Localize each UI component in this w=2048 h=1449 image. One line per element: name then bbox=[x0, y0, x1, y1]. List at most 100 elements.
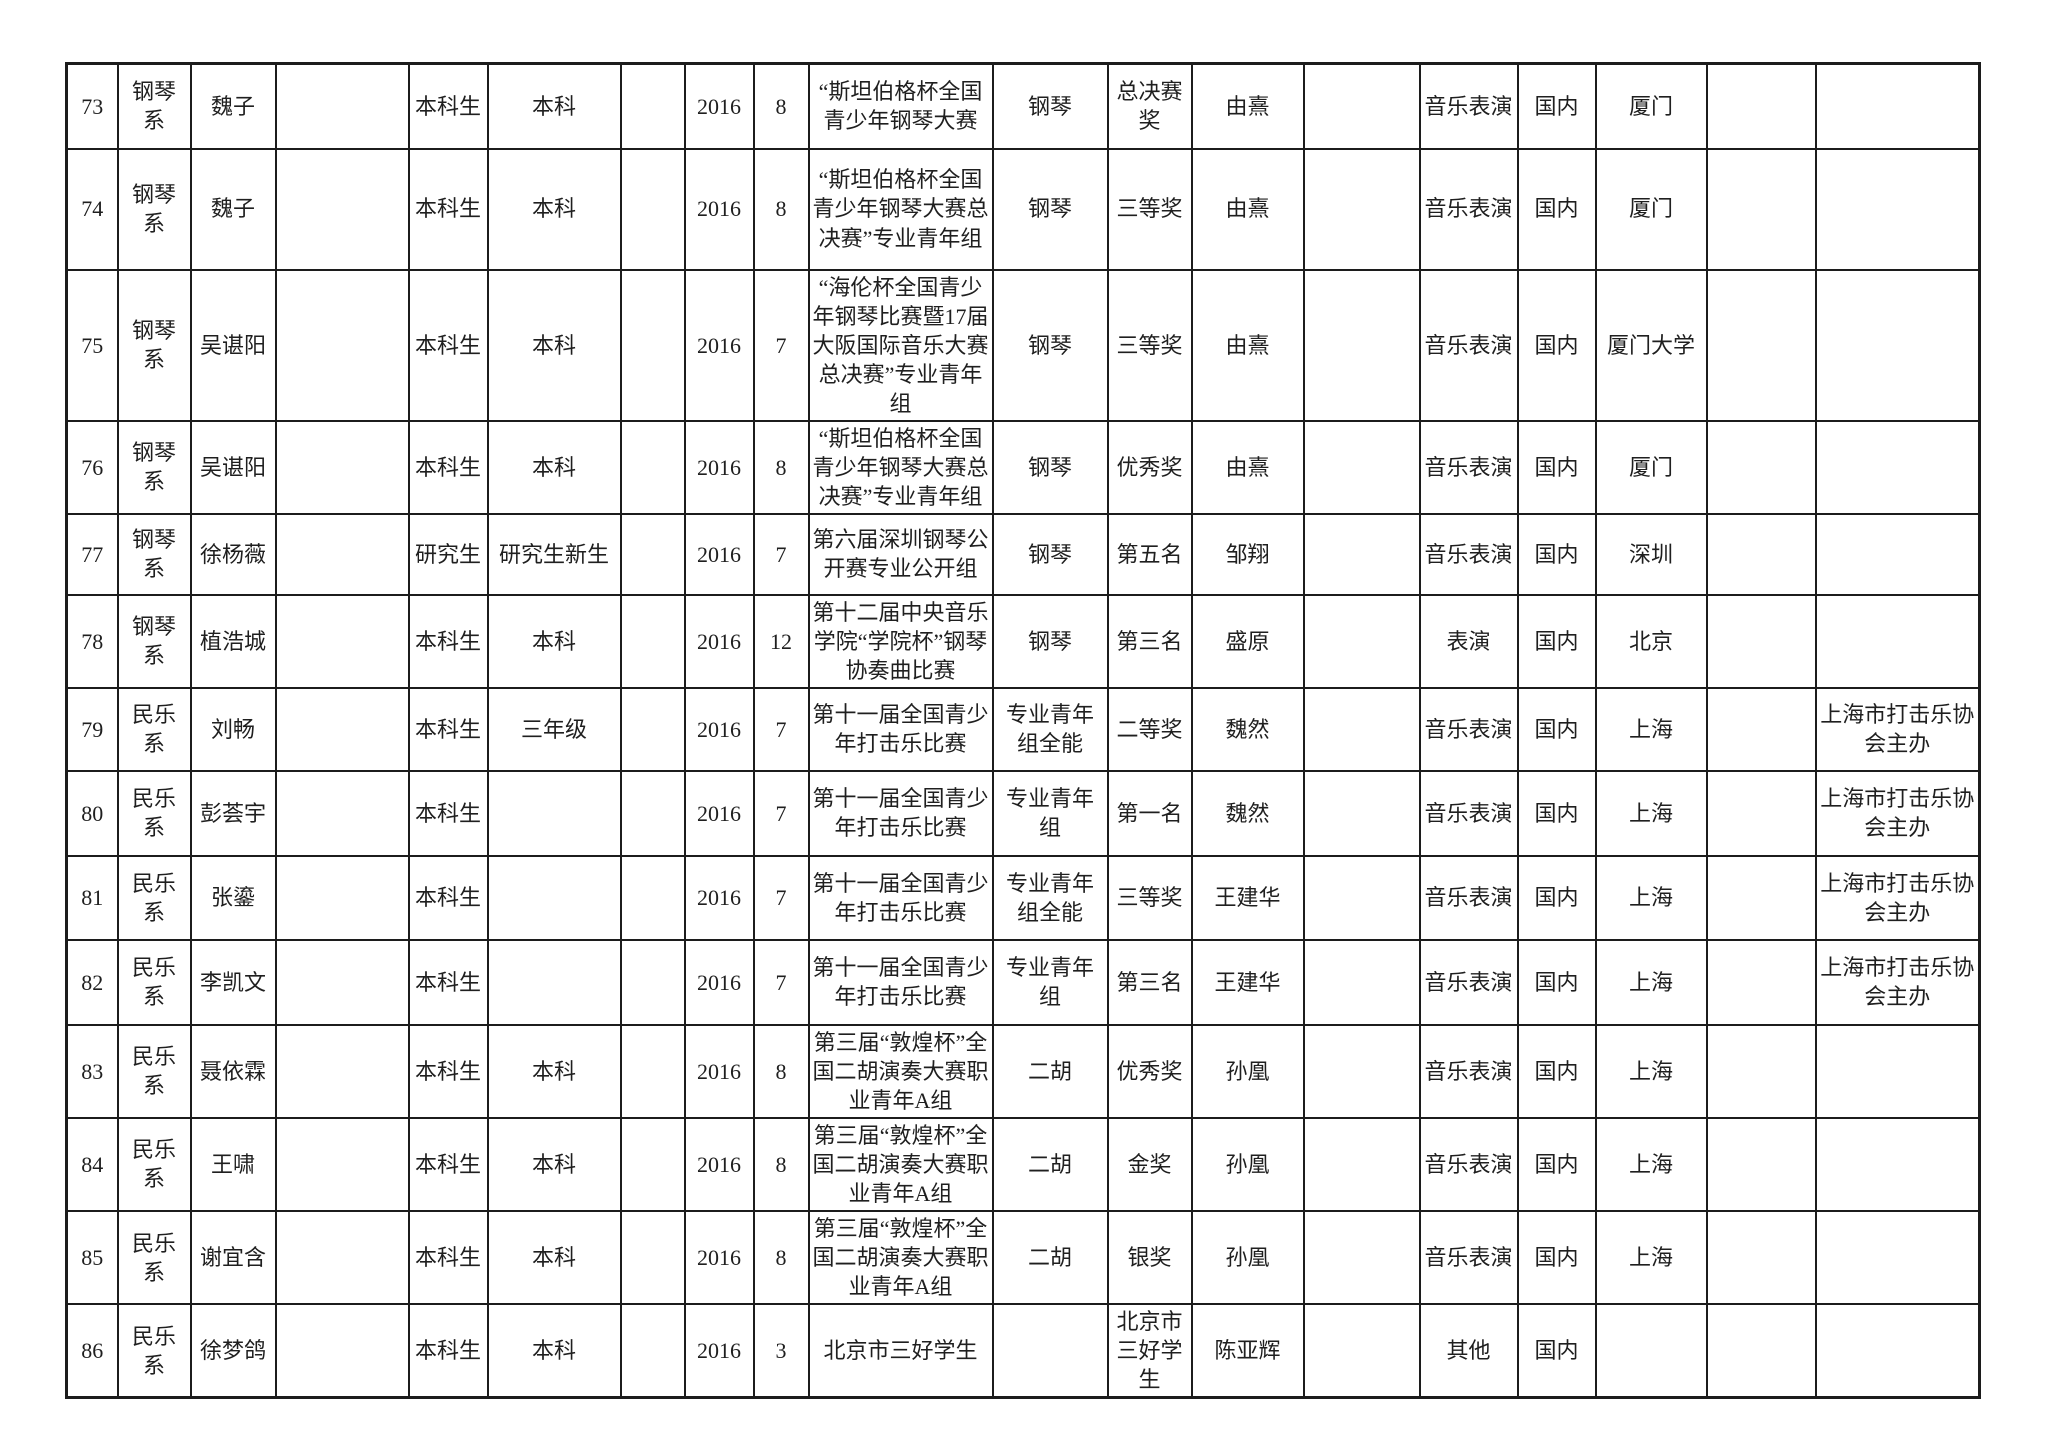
table-cell: 上海市打击乐协会主办 bbox=[1814, 686, 1981, 772]
table-cell bbox=[1302, 62, 1421, 150]
table-cell: 第十一届全国青少年打击乐比赛 bbox=[807, 938, 994, 1026]
table-cell bbox=[1705, 1210, 1817, 1306]
table-cell bbox=[1705, 593, 1817, 689]
table-cell: 吴谌阳 bbox=[189, 419, 277, 515]
table-cell: 国内 bbox=[1516, 147, 1597, 271]
table-cell bbox=[1302, 268, 1421, 422]
awards-table-body: 73 钢琴系 魏子 本科生 本科 2016 8 “斯坦伯格杯全国青少年钢琴大赛 钢琴 总决赛奖 由熹… bbox=[65, 62, 1981, 1399]
table-cell: 上海市打击乐协会主办 bbox=[1814, 769, 1981, 857]
table-cell: “斯坦伯格杯全国青少年钢琴大赛 bbox=[807, 62, 994, 150]
table-cell: 2016 bbox=[683, 512, 755, 596]
table-cell: 第三名 bbox=[1106, 593, 1193, 689]
table-cell: 三等奖 bbox=[1106, 147, 1193, 271]
table-cell: 音乐表演 bbox=[1418, 147, 1519, 271]
table-cell bbox=[1302, 938, 1421, 1026]
table-cell bbox=[486, 938, 622, 1026]
table-cell bbox=[619, 1210, 686, 1306]
table-cell: 总决赛奖 bbox=[1106, 62, 1193, 150]
table-cell: 本科生 bbox=[407, 268, 489, 422]
table-cell: 2016 bbox=[683, 147, 755, 271]
table-cell bbox=[1814, 1023, 1981, 1119]
table-cell: 76 bbox=[65, 419, 119, 515]
table-cell: 本科生 bbox=[407, 1023, 489, 1119]
table-cell: 上海 bbox=[1594, 1023, 1708, 1119]
table-cell: 2016 bbox=[683, 938, 755, 1026]
table-cell: 国内 bbox=[1516, 419, 1597, 515]
table-cell: 音乐表演 bbox=[1418, 419, 1519, 515]
table-cell: 由熹 bbox=[1190, 268, 1305, 422]
table-cell: 79 bbox=[65, 686, 119, 772]
table-cell bbox=[1594, 1303, 1708, 1399]
table-cell: “斯坦伯格杯全国青少年钢琴大赛总决赛”专业青年组 bbox=[807, 419, 994, 515]
table-cell bbox=[274, 593, 410, 689]
table-cell: 音乐表演 bbox=[1418, 1116, 1519, 1213]
table-row: 76 钢琴系 吴谌阳 本科生 本科 2016 8 “斯坦伯格杯全国青少年钢琴大赛总决赛”专业青… bbox=[65, 419, 1981, 515]
table-cell bbox=[619, 268, 686, 422]
table-cell: 三年级 bbox=[486, 686, 622, 772]
table-cell: 钢琴系 bbox=[116, 62, 192, 150]
table-cell bbox=[619, 686, 686, 772]
table-cell: 本科生 bbox=[407, 419, 489, 515]
table-cell: 专业青年组 bbox=[991, 938, 1109, 1026]
table-cell: 徐杨薇 bbox=[189, 512, 277, 596]
table-cell bbox=[1705, 938, 1817, 1026]
table-cell: 谢宜含 bbox=[189, 1210, 277, 1306]
table-cell: 12 bbox=[752, 593, 810, 689]
table-cell: 厦门 bbox=[1594, 419, 1708, 515]
table-cell: 张鎏 bbox=[189, 854, 277, 941]
table-cell: 本科生 bbox=[407, 1303, 489, 1399]
table-cell: 上海 bbox=[1594, 1116, 1708, 1213]
table-cell bbox=[1705, 419, 1817, 515]
table-cell bbox=[1705, 854, 1817, 941]
table-cell bbox=[1302, 1023, 1421, 1119]
table-row: 80 民乐系 彭荟宇 本科生 2016 7 第十一届全国青少年打击乐比赛 专业青年组 第一名 魏然… bbox=[65, 769, 1981, 857]
table-cell: 本科生 bbox=[407, 147, 489, 271]
table-cell bbox=[1302, 147, 1421, 271]
table-cell bbox=[1814, 419, 1981, 515]
table-cell: 2016 bbox=[683, 686, 755, 772]
table-cell: 本科 bbox=[486, 1116, 622, 1213]
table-row: 75 钢琴系 吴谌阳 本科生 本科 2016 7 “海伦杯全国青少年钢琴比赛暨17届大阪国际音… bbox=[65, 268, 1981, 422]
table-cell bbox=[274, 769, 410, 857]
table-cell bbox=[1302, 769, 1421, 857]
table-cell: 7 bbox=[752, 512, 810, 596]
table-cell: 民乐系 bbox=[116, 1210, 192, 1306]
table-cell bbox=[1705, 769, 1817, 857]
table-cell: 上海市打击乐协会主办 bbox=[1814, 854, 1981, 941]
table-cell bbox=[619, 1116, 686, 1213]
table-cell: 魏然 bbox=[1190, 686, 1305, 772]
table-cell: 7 bbox=[752, 769, 810, 857]
table-cell: 钢琴 bbox=[991, 419, 1109, 515]
table-cell: 专业青年组全能 bbox=[991, 854, 1109, 941]
table-cell: 78 bbox=[65, 593, 119, 689]
table-cell: 钢琴系 bbox=[116, 268, 192, 422]
table-cell: 徐梦鸽 bbox=[189, 1303, 277, 1399]
table-cell: “海伦杯全国青少年钢琴比赛暨17届大阪国际音乐大赛总决赛”专业青年组 bbox=[807, 268, 994, 422]
table-cell: 钢琴系 bbox=[116, 147, 192, 271]
table-cell: 音乐表演 bbox=[1418, 1023, 1519, 1119]
table-cell: 85 bbox=[65, 1210, 119, 1306]
table-cell: 刘畅 bbox=[189, 686, 277, 772]
table-cell bbox=[1705, 686, 1817, 772]
table-cell: 第五名 bbox=[1106, 512, 1193, 596]
table-cell: 钢琴 bbox=[991, 147, 1109, 271]
table-cell: 上海 bbox=[1594, 686, 1708, 772]
table-cell: 2016 bbox=[683, 854, 755, 941]
table-cell: 8 bbox=[752, 1210, 810, 1306]
table-cell: 由熹 bbox=[1190, 419, 1305, 515]
table-cell bbox=[1302, 593, 1421, 689]
table-cell: 81 bbox=[65, 854, 119, 941]
table-cell bbox=[274, 686, 410, 772]
table-cell: 8 bbox=[752, 62, 810, 150]
table-cell bbox=[991, 1303, 1109, 1399]
table-cell bbox=[1814, 147, 1981, 271]
table-cell: 本科生 bbox=[407, 938, 489, 1026]
table-cell: 民乐系 bbox=[116, 686, 192, 772]
table-cell bbox=[274, 1116, 410, 1213]
table-cell: 第一名 bbox=[1106, 769, 1193, 857]
table-cell: “斯坦伯格杯全国青少年钢琴大赛总决赛”专业青年组 bbox=[807, 147, 994, 271]
table-cell: 专业青年组 bbox=[991, 769, 1109, 857]
table-cell bbox=[1814, 512, 1981, 596]
table-cell: 8 bbox=[752, 1023, 810, 1119]
